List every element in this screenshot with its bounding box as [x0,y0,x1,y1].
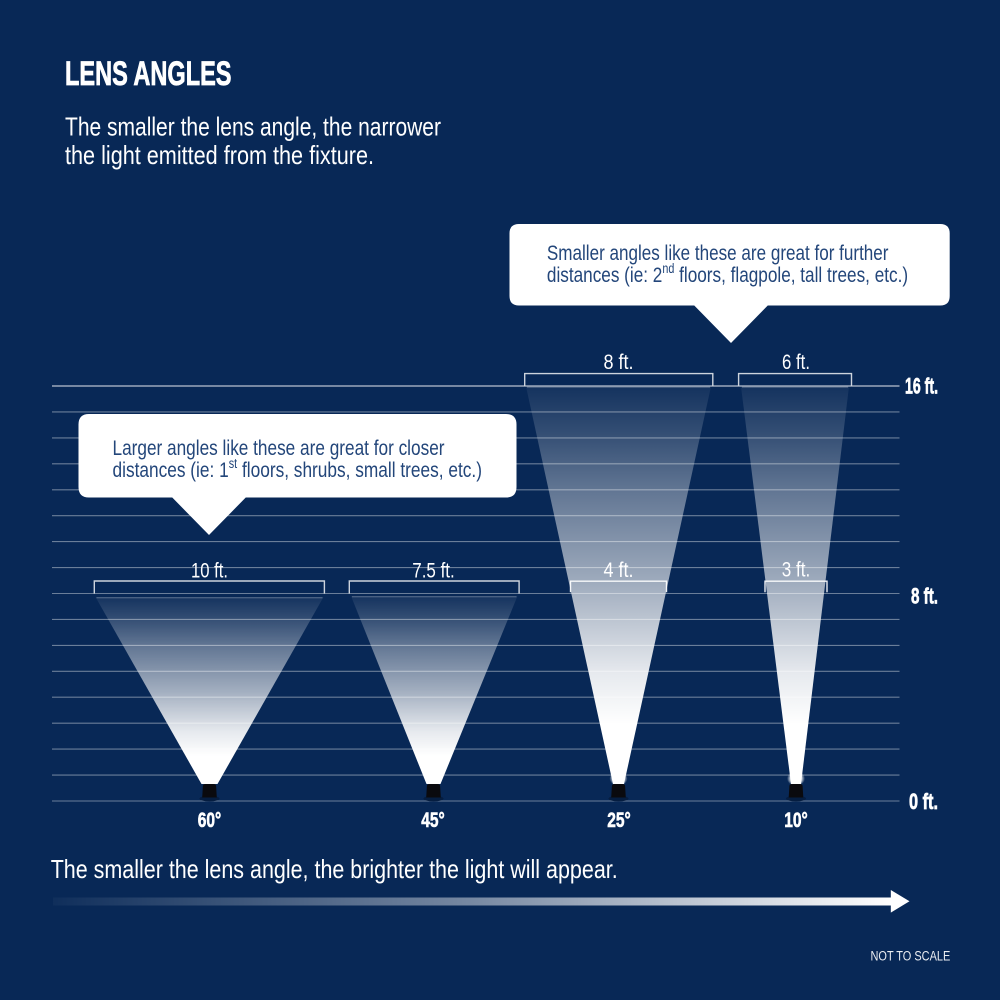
svg-text:45°: 45° [421,809,445,832]
svg-text:the light emitted from the fix: the light emitted from the fixture. [65,140,374,170]
svg-text:LENS ANGLES: LENS ANGLES [65,55,232,93]
svg-text:25°: 25° [607,809,631,832]
svg-text:NOT TO SCALE: NOT TO SCALE [871,948,951,963]
svg-text:Smaller angles like these are: Smaller angles like these are great for … [547,241,889,265]
svg-text:4 ft.: 4 ft. [604,559,634,582]
svg-text:16 ft.: 16 ft. [905,374,938,399]
svg-text:3 ft.: 3 ft. [782,559,811,582]
svg-text:60°: 60° [198,809,222,832]
svg-text:8 ft.: 8 ft. [604,351,634,374]
svg-text:10 ft.: 10 ft. [191,560,228,583]
svg-text:The smaller the lens angle, th: The smaller the lens angle, the narrower [65,111,441,141]
svg-text:6 ft.: 6 ft. [782,351,810,374]
svg-text:7.5 ft.: 7.5 ft. [412,560,455,583]
svg-text:distances (ie: 2nd floors, fla: distances (ie: 2nd floors, flagpole, tal… [547,261,908,287]
svg-text:The smaller the lens angle, th: The smaller the lens angle, the brighter… [51,854,618,884]
svg-text:distances (ie: 1st floors, shr: distances (ie: 1st floors, shrubs, small… [113,456,483,482]
svg-text:8 ft.: 8 ft. [911,584,938,609]
svg-text:Larger angles like these are g: Larger angles like these are great for c… [113,436,445,460]
svg-text:0 ft.: 0 ft. [909,789,938,814]
svg-text:10°: 10° [784,809,808,832]
